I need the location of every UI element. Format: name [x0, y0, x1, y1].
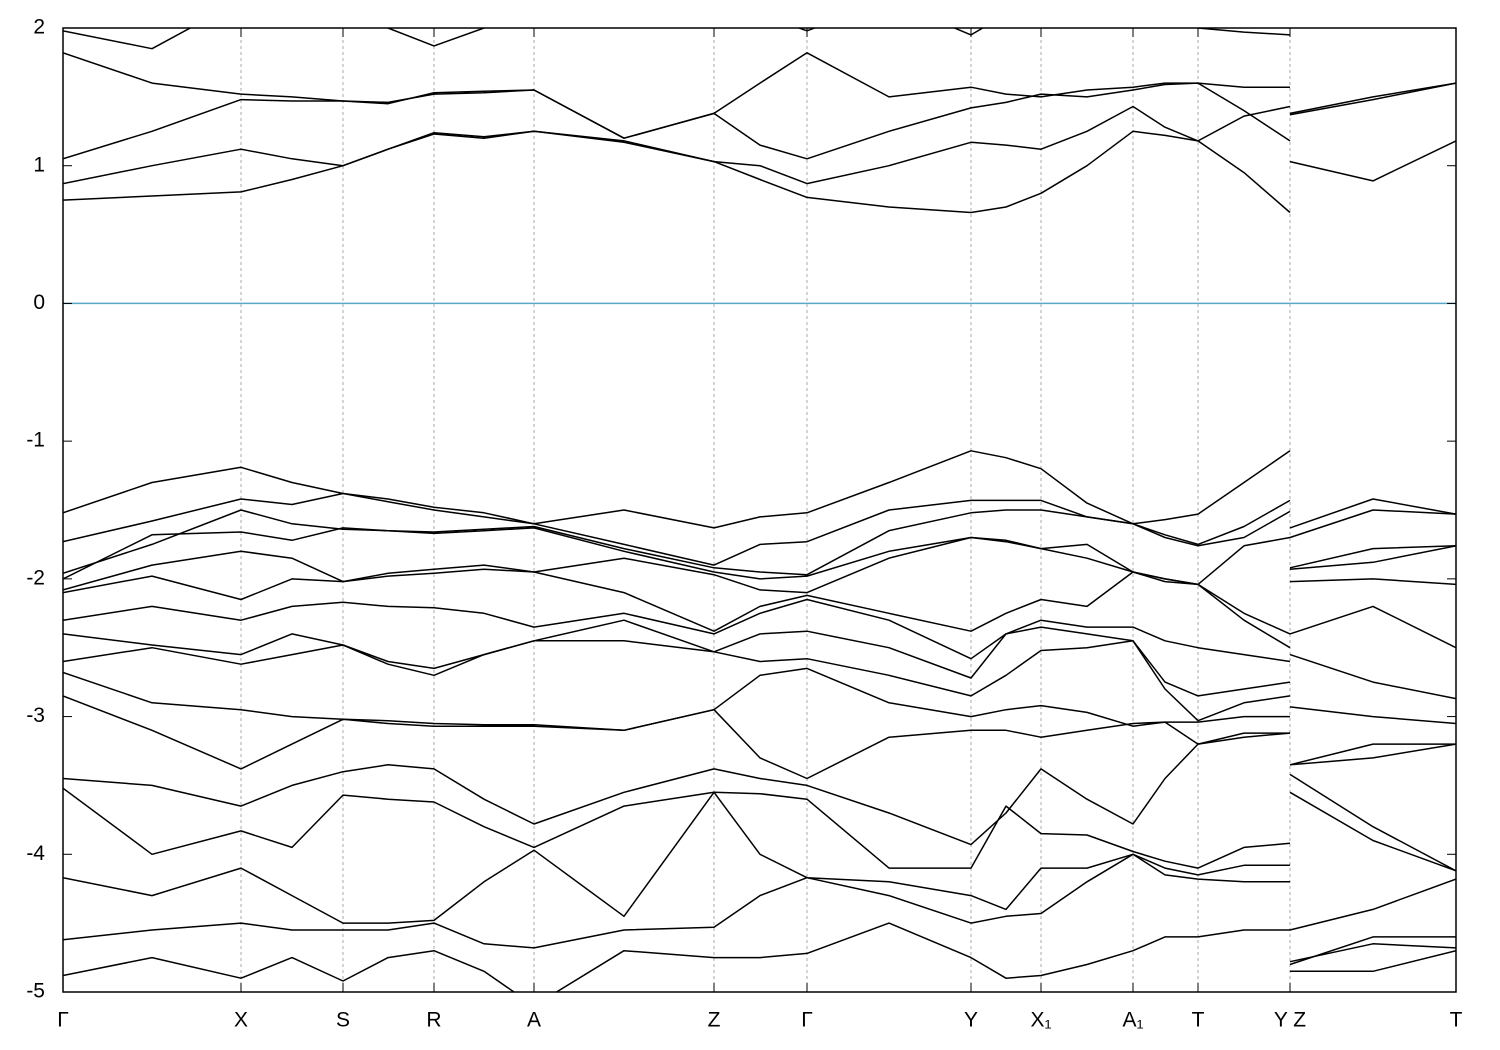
x-tick-label: A₁ — [1122, 1009, 1143, 1032]
x-tick-label: X₁ — [1030, 1009, 1051, 1032]
y-tick-label: -1 — [26, 429, 45, 452]
band-line — [63, 640, 1456, 766]
x-tick-label: R — [426, 1009, 441, 1032]
band-line — [63, 853, 1456, 963]
x-tick-label: T — [1192, 1009, 1205, 1032]
band-line — [63, 536, 1456, 635]
y-tick-label: -5 — [26, 980, 45, 1003]
x-tick-label: S — [336, 1009, 350, 1032]
y-tick-label: -2 — [26, 566, 45, 589]
band-line — [63, 82, 1456, 185]
x-tick-label: X — [234, 1009, 248, 1032]
y-tick-label: -4 — [26, 842, 45, 865]
plot-frame — [62, 27, 1457, 993]
y-tick-label: 0 — [33, 291, 45, 314]
band-line — [63, 509, 1456, 576]
band-line — [63, 922, 1456, 992]
label-layer: -5 -4 -3 -2 -1 0 1 2 Γ X S R A Z Γ Y X₁ A₁ T Y Z T — [26, 16, 1462, 1032]
band-line — [63, 568, 1456, 649]
band-line — [63, 492, 1456, 566]
band-line — [63, 667, 1456, 766]
x-tick-label: Y Z — [1274, 1009, 1306, 1032]
y-tick-label: -3 — [26, 704, 45, 727]
x-tick-label: Γ — [57, 1009, 69, 1032]
x-tick-label: A — [527, 1009, 541, 1032]
plot-area — [63, 28, 1456, 992]
band-line — [63, 450, 1456, 529]
band-line — [63, 695, 1456, 872]
y-tick-label: 1 — [33, 153, 45, 176]
band-line — [63, 598, 1456, 700]
band-line — [63, 52, 1291, 142]
x-tick-label: Γ — [801, 1009, 813, 1032]
band-line — [63, 130, 1456, 214]
band-line — [63, 732, 1456, 872]
band-line — [63, 619, 1456, 725]
x-tick-label: Y — [964, 1009, 978, 1032]
x-tick-label: Z — [708, 1009, 721, 1032]
y-tick-label: 2 — [33, 16, 45, 39]
band-line — [63, 82, 1456, 160]
x-tick-label: T — [1450, 1009, 1463, 1032]
band-line — [63, 787, 1456, 931]
